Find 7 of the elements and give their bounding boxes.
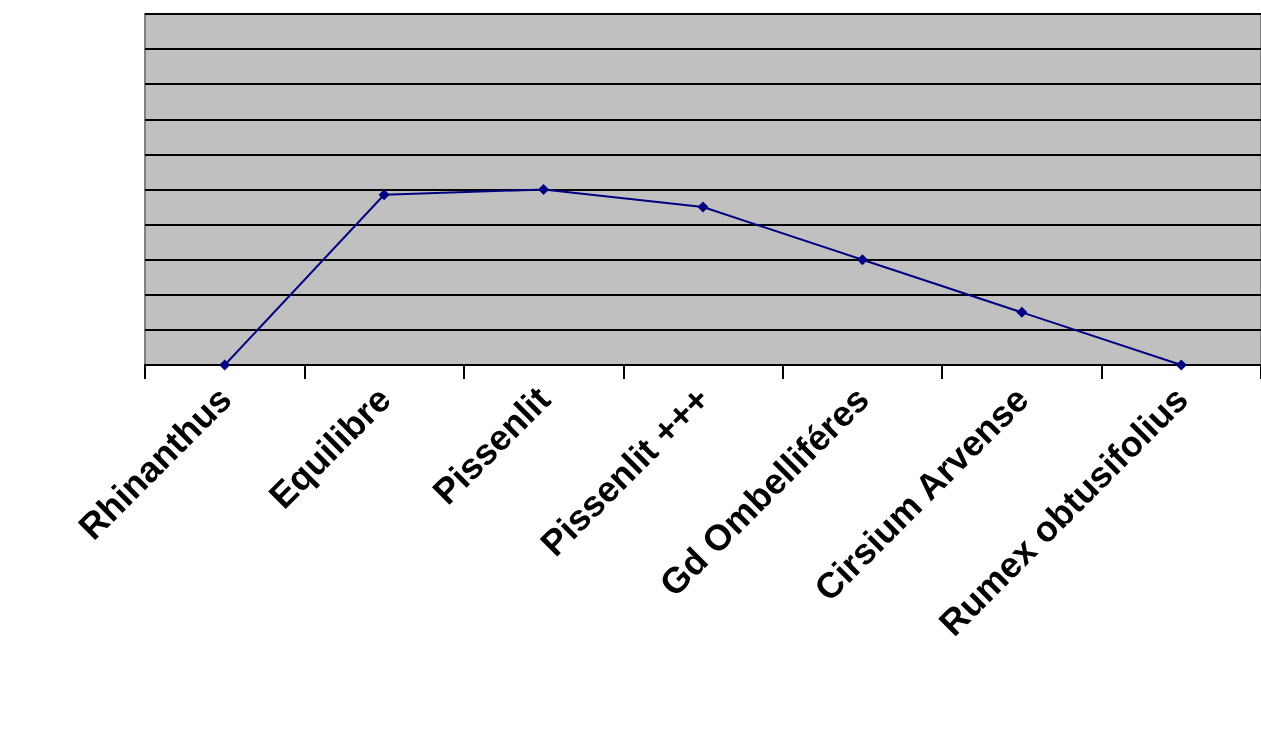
point (697, 201, 709, 213)
point (378, 189, 390, 201)
point (538, 184, 550, 195)
point (1175, 359, 1187, 371)
point (856, 254, 868, 266)
point (1016, 306, 1028, 318)
point (219, 359, 231, 371)
